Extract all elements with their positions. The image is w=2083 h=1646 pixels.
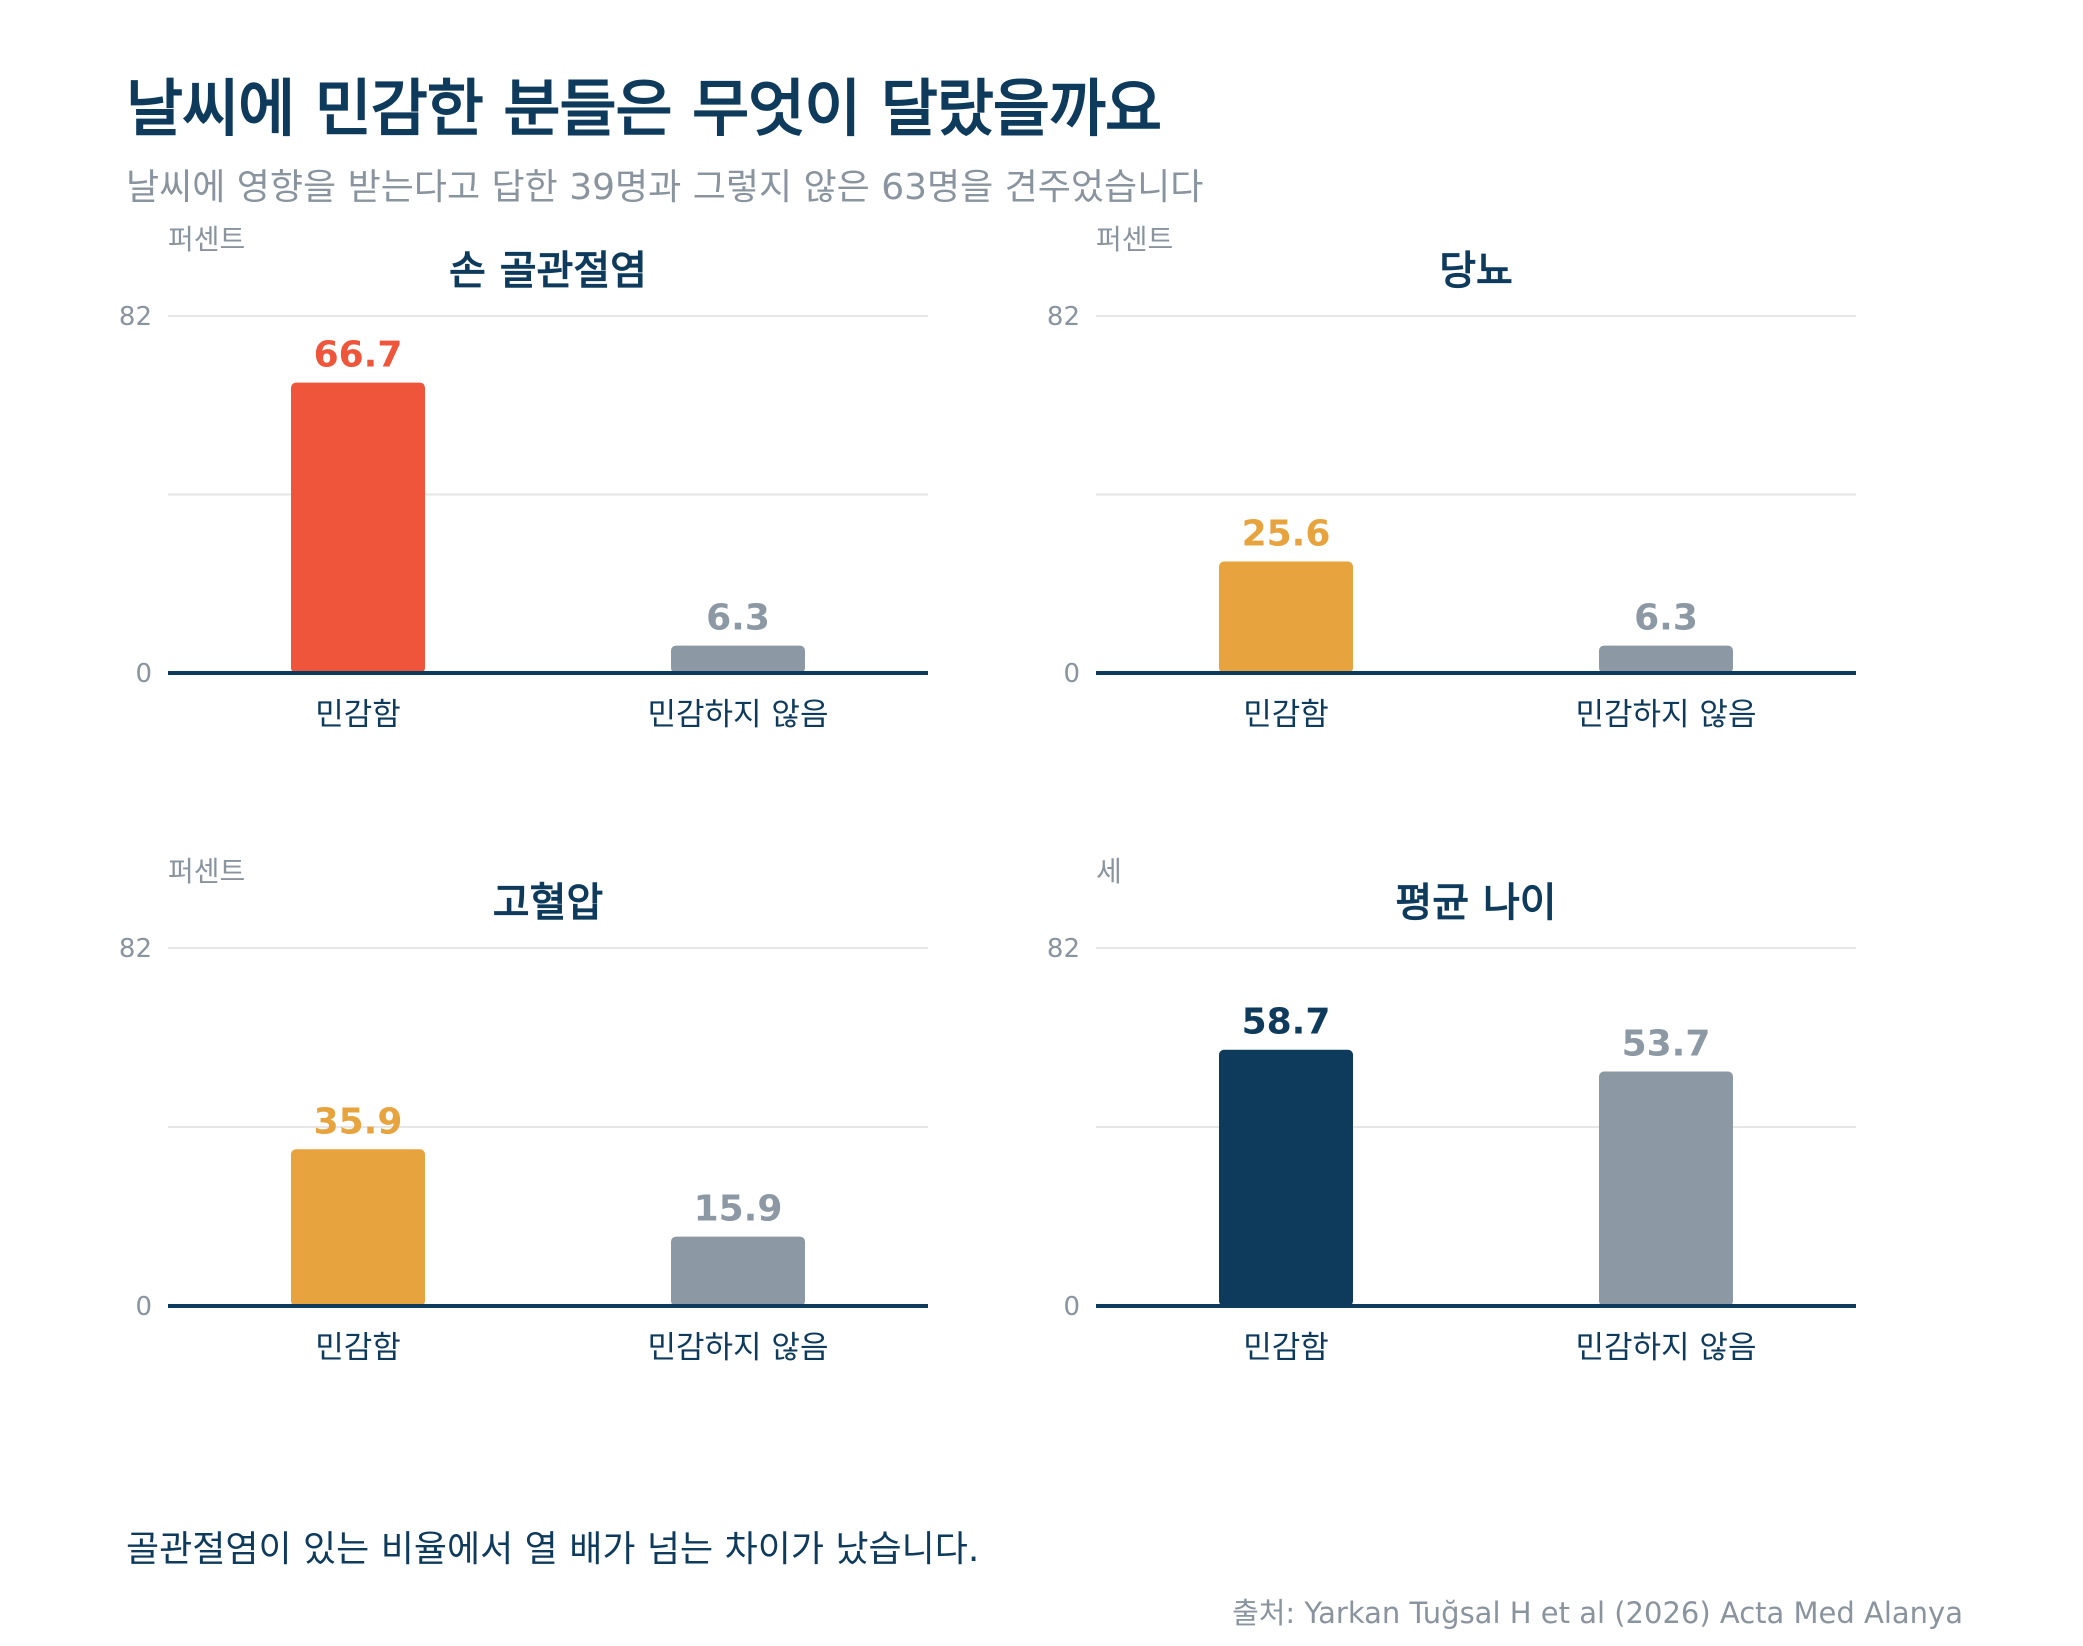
- panel-2-category-label-1: 민감함: [1243, 697, 1329, 733]
- page-subtitle: 날씨에 영향을 받는다고 답한 39명과 그렇지 않은 63명을 견주었습니다: [126, 167, 1204, 208]
- panel-3-category-label-1: 민감함: [315, 1330, 401, 1366]
- panel-2-category-label-2: 민감하지 않음: [1576, 697, 1757, 733]
- panel-4-bar-1: [1219, 1049, 1353, 1306]
- panel-3-bar-2: [671, 1236, 805, 1306]
- source-note: 출처: Yarkan Tuğsal H et al (2026) Acta Me…: [1232, 1596, 1963, 1630]
- panel-4-category-label-1: 민감함: [1243, 1330, 1329, 1366]
- panel-1-category-label-2: 민감하지 않음: [648, 697, 829, 733]
- panel-2-ylabel: 퍼센트: [1096, 223, 1173, 256]
- panel-1-value-label-2: 6.3: [706, 598, 770, 639]
- panel-3-title: 고혈압: [493, 880, 604, 926]
- panel-1-ytick-min: 0: [135, 659, 152, 689]
- panel-4-ylabel: 세: [1096, 855, 1122, 888]
- panel-1-bar-2: [671, 645, 805, 673]
- panel-2-value-label-1: 25.6: [1242, 514, 1331, 555]
- panel-2-title: 당뇨: [1439, 248, 1513, 294]
- panel-1-ytick-max: 82: [119, 302, 152, 332]
- panel-3-ylabel: 퍼센트: [168, 855, 245, 888]
- panel-1-category-label-1: 민감함: [315, 697, 401, 733]
- panel-1-title: 손 골관절염: [449, 248, 647, 294]
- panel-1-ylabel: 퍼센트: [168, 223, 245, 256]
- panel-3-value-label-2: 15.9: [694, 1189, 783, 1230]
- panel-2-bar-1: [1219, 561, 1353, 673]
- panel-3-ytick-min: 0: [135, 1292, 152, 1322]
- panel-4-ytick-min: 0: [1063, 1292, 1080, 1322]
- panel-3-ytick-max: 82: [119, 934, 152, 964]
- panel-2-value-label-2: 6.3: [1634, 598, 1698, 639]
- panel-3-category-label-2: 민감하지 않음: [648, 1330, 829, 1366]
- panel-4-ytick-max: 82: [1047, 934, 1080, 964]
- panel-3-bar-1: [291, 1149, 425, 1306]
- panel-2-bar-2: [1599, 645, 1733, 673]
- panel-1-value-label-1: 66.7: [314, 335, 403, 376]
- panel-4-category-label-2: 민감하지 않음: [1576, 1330, 1757, 1366]
- panel-3-value-label-1: 35.9: [314, 1101, 403, 1142]
- panel-4-value-label-1: 58.7: [1242, 1002, 1331, 1043]
- panel-4-value-label-2: 53.7: [1622, 1024, 1711, 1065]
- panel-1-bar-1: [291, 382, 425, 673]
- panel-2-ytick-max: 82: [1047, 302, 1080, 332]
- panel-4-bar-2: [1599, 1071, 1733, 1306]
- panel-2-ytick-min: 0: [1063, 659, 1080, 689]
- takeaway-note: 골관절염이 있는 비율에서 열 배가 넘는 차이가 났습니다.: [126, 1529, 980, 1570]
- page-title: 날씨에 민감한 분들은 무엇이 달랐을까요: [126, 72, 1162, 145]
- panel-4-title: 평균 나이: [1395, 880, 1556, 926]
